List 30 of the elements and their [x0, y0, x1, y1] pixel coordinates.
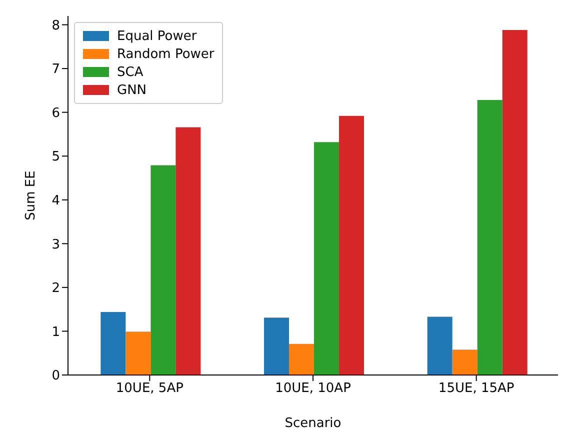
y-tick-label: 5 [52, 150, 60, 165]
y-tick-label: 8 [52, 18, 60, 34]
y-tick-label: 3 [52, 237, 60, 252]
bar [452, 350, 478, 375]
y-tick-label: 0 [52, 368, 60, 384]
bar [289, 344, 314, 375]
x-tick-label: 10UE, 5AP [116, 381, 184, 396]
bar [339, 116, 364, 375]
bar [427, 316, 452, 375]
bar [126, 332, 151, 375]
y-tick-label: 7 [52, 62, 60, 78]
legend-label: Random Power [117, 46, 214, 62]
y-tick-label: 1 [52, 324, 60, 340]
x-tick-label: 15UE, 15AP [438, 381, 514, 396]
bar [477, 100, 502, 375]
legend-label: Equal Power [117, 28, 197, 44]
y-tick-label: 4 [52, 193, 60, 208]
legend-label: GNN [117, 82, 147, 98]
bar [100, 312, 126, 375]
y-axis-title: Sum EE [24, 170, 39, 220]
bar [176, 127, 201, 375]
x-axis-title: Scenario [284, 416, 342, 431]
y-tick-label: 2 [52, 281, 60, 296]
legend-label: SCA [117, 64, 144, 80]
bar [314, 142, 339, 375]
bar [502, 30, 528, 375]
y-tick-label: 6 [52, 106, 60, 121]
x-tick-label: 10UE, 10AP [275, 381, 352, 396]
bar [150, 165, 176, 375]
bar [264, 318, 289, 375]
